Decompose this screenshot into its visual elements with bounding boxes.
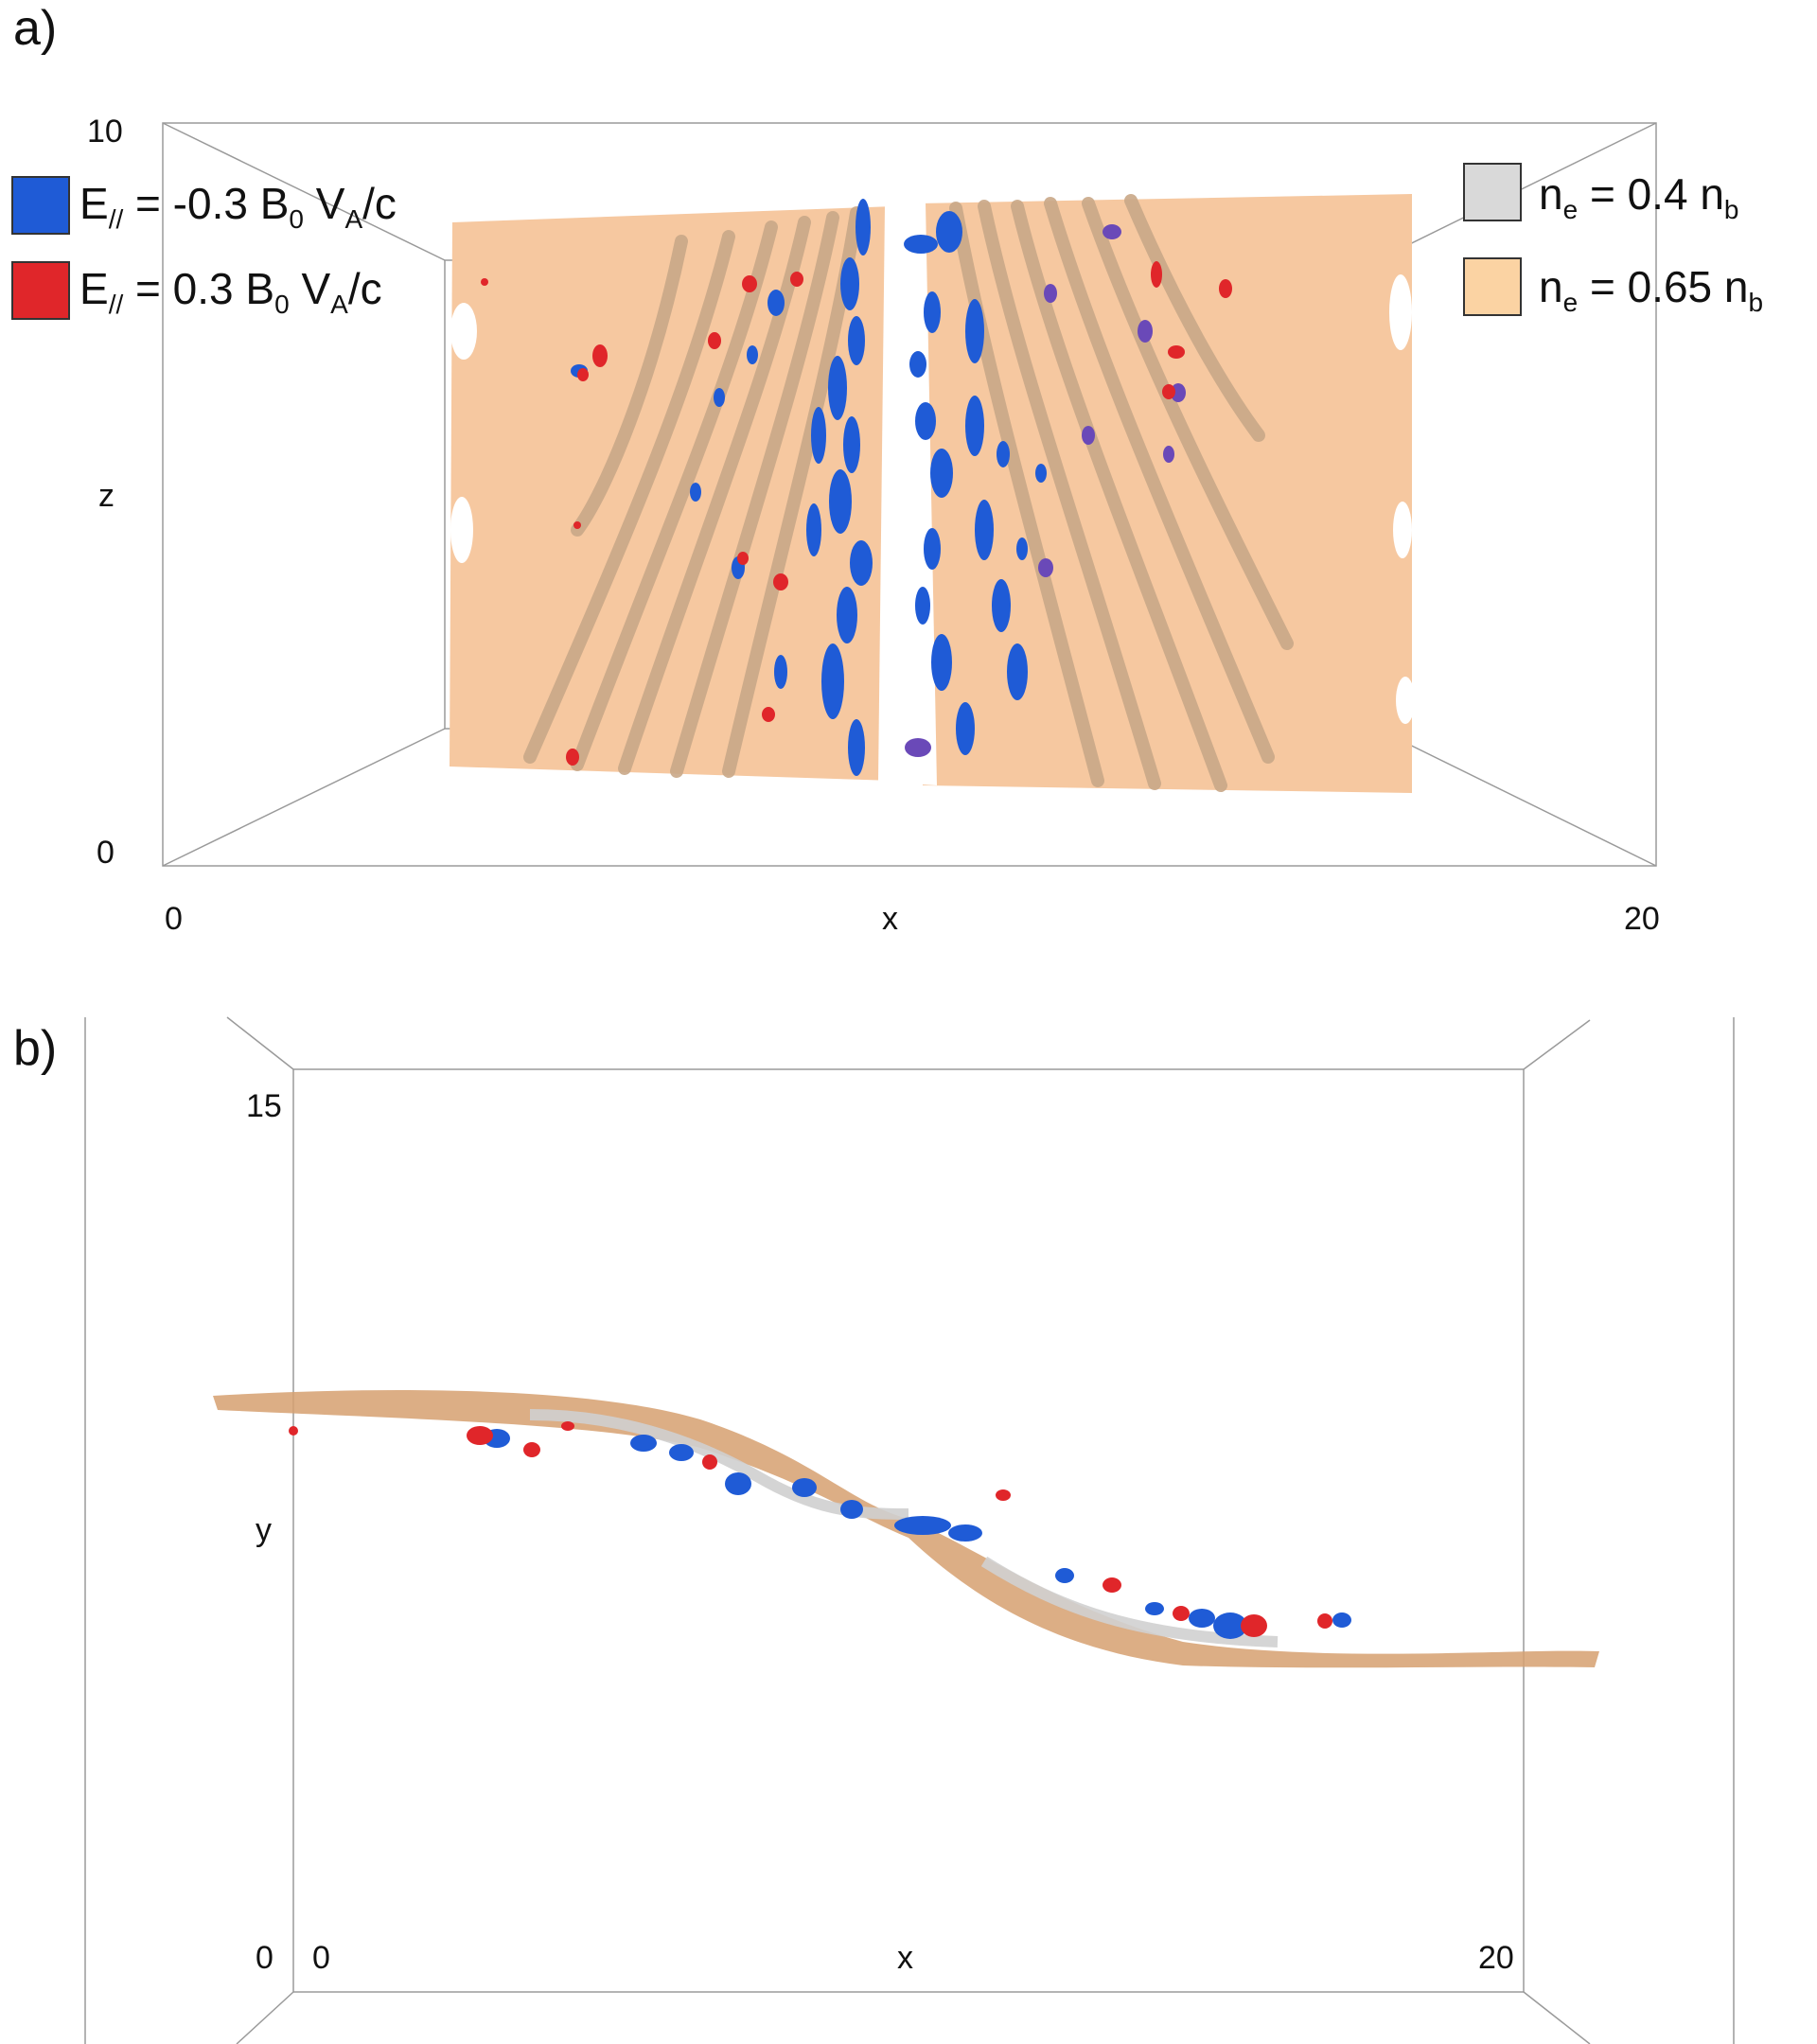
legend-swatch-positive-field bbox=[11, 261, 70, 320]
panel-b-x-tick-left: 0 bbox=[312, 1940, 330, 1976]
ridge-r2 bbox=[978, 200, 1161, 790]
negative-field-structures bbox=[571, 199, 1047, 776]
positive-field-structures bbox=[481, 261, 1232, 766]
panel-a-x-axis-label: x bbox=[882, 901, 898, 937]
legend-text-low-density: ne = 0.4 nb bbox=[1539, 169, 1739, 225]
panel-b-inner-frame bbox=[292, 1068, 1525, 1993]
panel-a-z-axis-label: z bbox=[98, 478, 115, 514]
ridge-l5 bbox=[523, 230, 735, 764]
panel-a-edge-br bbox=[1376, 728, 1657, 867]
panel-a-outer-frame bbox=[162, 122, 1657, 867]
panel-a-x-tick-left: 0 bbox=[165, 901, 183, 937]
ridge-r3 bbox=[1011, 200, 1227, 792]
panel-b-edge-tr bbox=[1523, 1019, 1591, 1070]
panel-a-edge-bl bbox=[162, 728, 446, 867]
legend-swatch-negative-field bbox=[11, 176, 70, 235]
panel-b-x-tick-right: 20 bbox=[1478, 1940, 1514, 1976]
density-ridges bbox=[523, 194, 1294, 792]
panel-a-z-tick-top: 10 bbox=[87, 114, 123, 150]
panel-b-edge-bl bbox=[236, 1991, 294, 2044]
panel-b-y-axis-label: y bbox=[256, 1512, 272, 1548]
ridge-r1 bbox=[949, 202, 1104, 787]
panel-a-z-tick-bottom: 0 bbox=[97, 835, 115, 871]
panel-a-edge-tl bbox=[162, 122, 446, 261]
panel-a-label: a) bbox=[13, 1, 58, 56]
panel-b-x-axis-label: x bbox=[897, 1940, 913, 1976]
legend-text-negative-field: E// = -0.3 B0 VA/c bbox=[79, 179, 397, 235]
low-density-streak-right bbox=[980, 1556, 1279, 1648]
panel-a-x-tick-right: 20 bbox=[1624, 901, 1660, 937]
panel-b-edge-br bbox=[1523, 1991, 1591, 2044]
panel-b-negative-field-structures bbox=[484, 1429, 1351, 1639]
ridge-l3 bbox=[618, 216, 811, 775]
panel-b-bounding-box bbox=[84, 1016, 1735, 2044]
panel-b-label: b) bbox=[13, 1021, 58, 1076]
ridge-r4 bbox=[1044, 197, 1275, 764]
slab-holes bbox=[450, 274, 1415, 724]
ridge-l4 bbox=[571, 220, 778, 771]
panel-b-edge-tl bbox=[226, 1016, 294, 1070]
ridge-r5 bbox=[1082, 197, 1294, 650]
legend-text-positive-field: E// = 0.3 B0 VA/c bbox=[79, 264, 382, 320]
legend-swatch-high-density bbox=[1463, 257, 1522, 316]
ridge-r6 bbox=[1124, 194, 1265, 442]
ridge-l2 bbox=[670, 211, 839, 778]
panel-b-y-tick-bottom: 0 bbox=[256, 1940, 273, 1976]
density-slab-left bbox=[450, 206, 894, 781]
central-current-sheet-gap bbox=[878, 203, 937, 785]
panel-b-y-tick-top: 15 bbox=[246, 1088, 282, 1124]
legend-text-high-density: ne = 0.65 nb bbox=[1539, 262, 1764, 318]
ridge-l6 bbox=[571, 235, 688, 537]
panel-b-positive-field-structures bbox=[289, 1421, 1332, 1637]
legend-swatch-low-density bbox=[1463, 163, 1522, 221]
